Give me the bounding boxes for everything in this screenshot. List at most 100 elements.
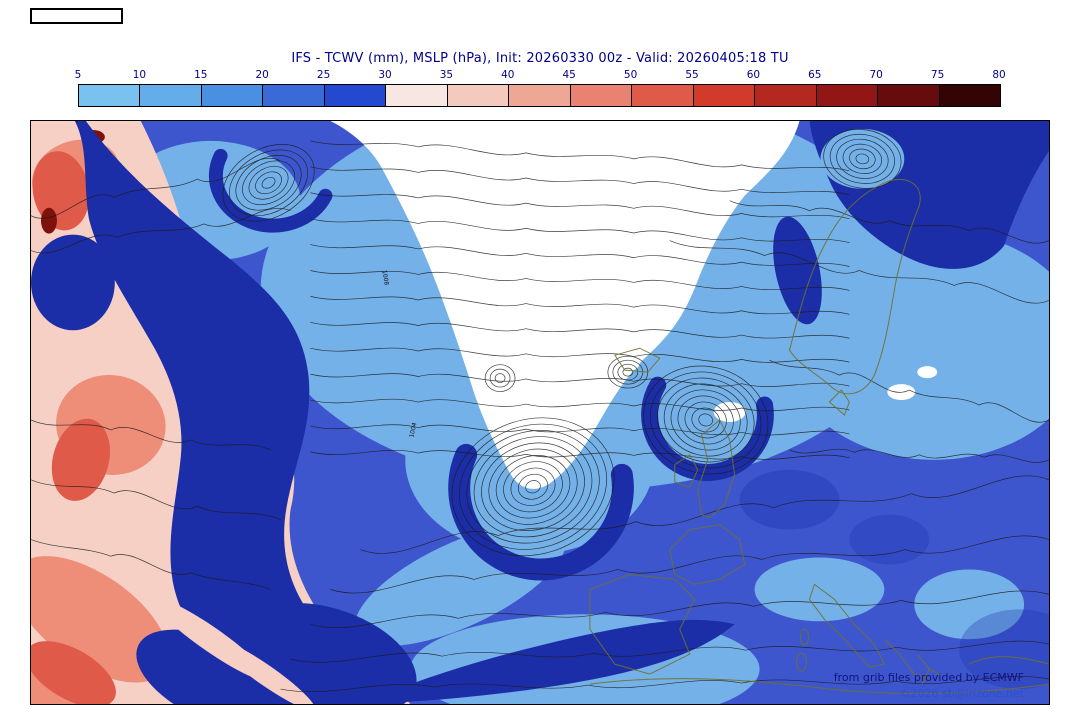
tcwv-deep-texture-2 [849, 514, 930, 565]
isobar-line-dense [310, 192, 850, 220]
isobar-line [669, 240, 1049, 304]
isobar-ring [242, 160, 295, 206]
tcwv-deep-west-blob [31, 234, 115, 331]
coast-iceland [614, 347, 661, 373]
isobar-line [360, 475, 1049, 554]
colorbar-segment [140, 85, 202, 106]
tcwv-light-alps [754, 557, 885, 622]
colorbar-segment [509, 85, 571, 106]
isobar-ring [494, 373, 506, 383]
isobar-line-dense [310, 347, 850, 363]
coast-ireland [674, 454, 699, 489]
isobar-ring [517, 473, 549, 500]
isobar-line-dense [310, 398, 850, 412]
isobar-ring [849, 148, 876, 170]
isobar-ring [495, 455, 571, 519]
colorbar-tick-label: 60 [746, 69, 761, 81]
attribution-source: from grib files provided by ECMWF [833, 671, 1024, 684]
coast-britain [697, 419, 736, 519]
isobar-line [31, 479, 281, 520]
isobar-ring [481, 442, 585, 531]
isobar-ring [684, 401, 727, 439]
colorbar-segment [201, 85, 264, 106]
isobar-line-dense [310, 218, 850, 243]
isobar-ring [229, 149, 309, 217]
colorbar-tick-label: 65 [808, 69, 822, 81]
coastlines [589, 179, 1049, 695]
colorbar-segment [878, 85, 940, 106]
coast-corsica [799, 628, 809, 646]
isobar-ring [829, 133, 895, 184]
colorbar-tick-label: 30 [378, 69, 392, 81]
isobar-contours [31, 128, 1049, 692]
tcwv-salmon-2 [31, 556, 169, 683]
tcwv-dry-patch-1 [713, 402, 746, 422]
isobar-ring [691, 407, 720, 433]
isobar-ring [836, 138, 889, 179]
isobar-ring [222, 144, 315, 222]
colorbar-tick-label: 5 [74, 69, 82, 81]
isobar-closed-lows [222, 128, 902, 557]
isobar-line-dense [310, 296, 850, 315]
colorbar-segment [324, 85, 387, 106]
colorbar-segment [632, 85, 694, 106]
isobar-ring [488, 448, 578, 525]
isobar-ring [617, 363, 639, 381]
coast-sardinia [795, 652, 807, 672]
isobar-ring [484, 364, 516, 392]
colorbar-segment [447, 85, 510, 106]
coast-east-mediterranean [968, 656, 1049, 665]
isobar-line-dense [310, 244, 850, 267]
isobar-ring [503, 461, 563, 513]
isobar-line-dense [310, 270, 850, 291]
isobar-ring [473, 436, 593, 538]
tcwv-deep-hook-low-c [208, 148, 333, 233]
tcwv-red-3 [31, 641, 116, 704]
coast-balkans-greece [883, 638, 942, 685]
isobar-ring [677, 395, 734, 445]
tcwv-dry-patch-3 [917, 366, 938, 379]
isobar-ring [823, 128, 902, 189]
tcwv-pink-streak-2 [216, 639, 315, 704]
isobar-line-dense [310, 166, 850, 196]
colorbar-segment [263, 85, 325, 106]
isobar-ring [622, 367, 634, 377]
isobar-dense-contours [310, 140, 850, 460]
tcwv-deep-texture-3 [959, 609, 1049, 690]
isobar-ring [489, 368, 511, 388]
colorbar-tick-label: 75 [930, 69, 945, 81]
isobar-ring [525, 480, 541, 494]
tcwv-red-1 [51, 418, 110, 501]
isobar-ring [261, 176, 276, 189]
colorbar-tick-label: 70 [869, 69, 883, 81]
isobar-line [789, 448, 1049, 463]
colorbar-tick-label: 15 [194, 69, 208, 81]
tcwv-deep-texture-1 [739, 469, 840, 530]
isobar-line [31, 419, 271, 451]
attribution-copyright: ©2026 sb@irizone.net [899, 687, 1024, 700]
isobar-line [310, 590, 1049, 629]
isobar-line [280, 676, 1049, 692]
isobar-open-contours [31, 158, 1049, 692]
colorbar-segment [386, 85, 448, 106]
isobar-line [330, 535, 1049, 594]
isobar-ring [842, 143, 883, 174]
weather-map: 1004 1008 [31, 121, 1049, 704]
tcwv-light-low-d [820, 128, 905, 189]
colorbar-ticks: 5 10 15 20 25 30 35 40 45 50 55 60 65 70 75 80 [74, 69, 1006, 82]
isobar-line-dense [310, 424, 850, 436]
isobar-line [769, 359, 1049, 423]
colorbar-tick-label: 80 [992, 69, 1006, 81]
isobar-ring [255, 171, 282, 195]
tcwv-light-balkans [914, 569, 1025, 640]
isobar-ring [235, 155, 302, 211]
isobar-label-1008: 1008 [380, 270, 390, 286]
isobar-line [31, 208, 291, 254]
colorbar-segment [79, 85, 141, 106]
colorbar-segments [78, 84, 1001, 107]
colorbar-tick-label: 40 [501, 69, 515, 81]
tcwv-deep-norway [773, 216, 822, 325]
tcwv-dry-greenland [330, 121, 800, 489]
isobar-ring [643, 365, 769, 475]
